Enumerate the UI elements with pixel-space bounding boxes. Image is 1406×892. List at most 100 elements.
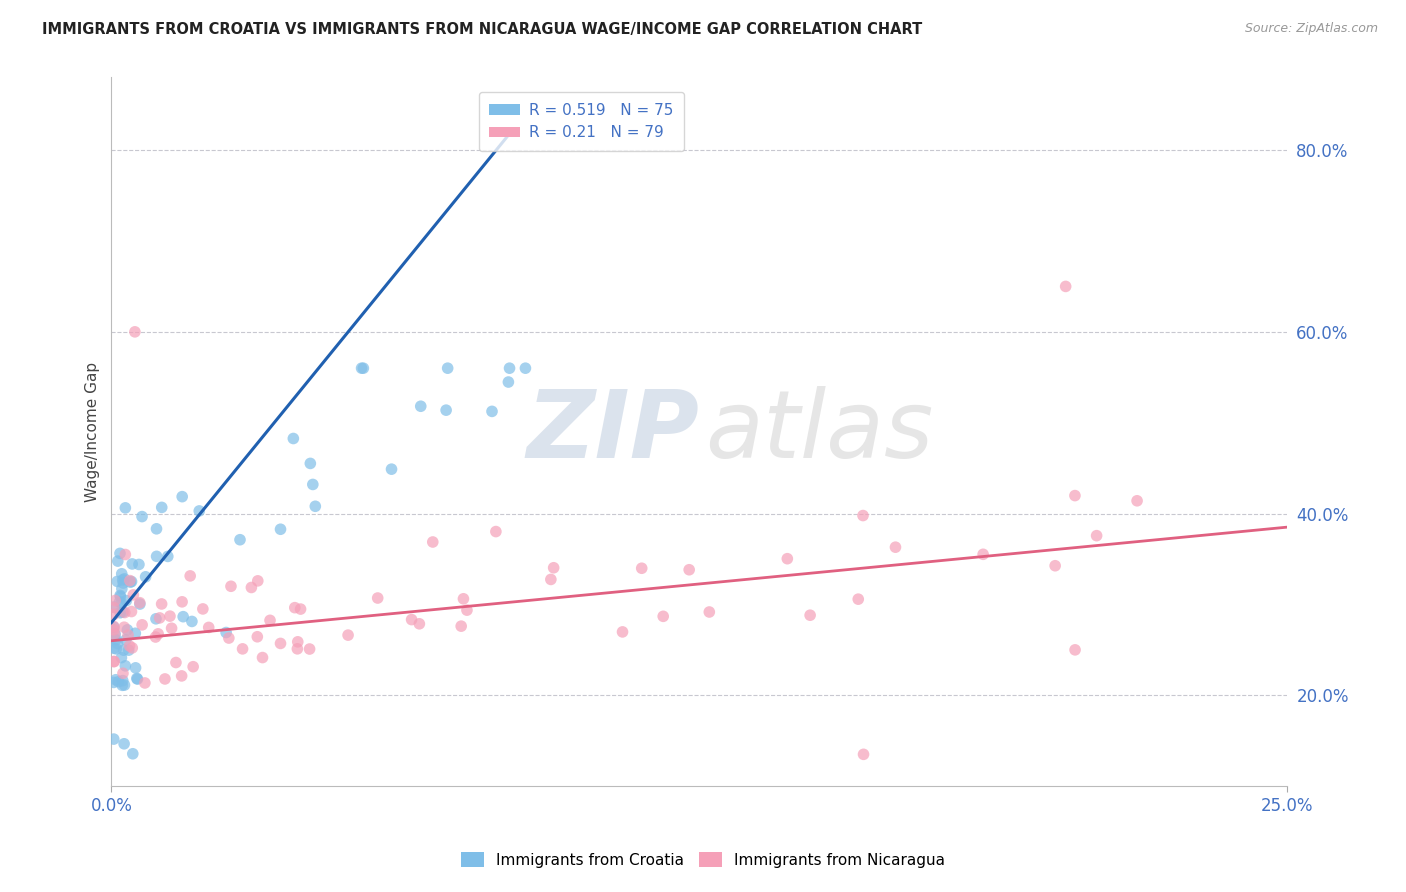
Point [240, 581, 263, 595]
Legend: Immigrants from Croatia, Immigrants from Nicaragua: Immigrants from Croatia, Immigrants from… [454, 846, 952, 873]
Point [103, 620, 125, 634]
Point [118, 643, 141, 657]
Point [215, 625, 238, 640]
Point [149, 611, 172, 625]
Point [121, 747, 143, 761]
Point [1085, 529, 1108, 543]
Point [121, 557, 143, 571]
Point [287, 635, 309, 649]
Point [111, 582, 134, 596]
Point [283, 432, 305, 446]
Point [165, 656, 187, 670]
Point [145, 549, 167, 564]
Point [110, 590, 132, 604]
Point [103, 641, 125, 656]
Point [852, 747, 875, 762]
Point [115, 632, 138, 647]
Point [124, 626, 146, 640]
Point [172, 595, 194, 609]
Text: Source: ZipAtlas.com: Source: ZipAtlas.com [1244, 22, 1378, 36]
Text: atlas: atlas [704, 386, 934, 477]
Point [115, 593, 138, 607]
Point [135, 570, 157, 584]
Point [105, 641, 128, 656]
Point [114, 678, 136, 692]
Point [678, 563, 700, 577]
Point [103, 655, 125, 669]
Point [180, 615, 202, 629]
Point [652, 609, 675, 624]
Point [124, 661, 146, 675]
Point [630, 561, 652, 575]
Point [103, 732, 125, 747]
Point [972, 547, 994, 561]
Point [697, 605, 720, 619]
Point [450, 619, 472, 633]
Point [156, 549, 179, 564]
Point [105, 574, 128, 589]
Point [146, 627, 169, 641]
Point [131, 618, 153, 632]
Point [111, 566, 134, 581]
Point [270, 522, 292, 536]
Point [172, 490, 194, 504]
Point [252, 650, 274, 665]
Point [846, 592, 869, 607]
Point [121, 574, 143, 589]
Point [112, 643, 135, 657]
Point [122, 588, 145, 602]
Point [172, 609, 194, 624]
Point [111, 605, 134, 619]
Point [117, 628, 139, 642]
Point [290, 602, 312, 616]
Point [188, 504, 211, 518]
Point [118, 574, 141, 588]
Point [118, 639, 141, 653]
Point [108, 594, 131, 608]
Point [259, 613, 281, 627]
Point [456, 603, 478, 617]
Point [111, 666, 134, 681]
Point [160, 621, 183, 635]
Point [103, 600, 125, 615]
Point [401, 613, 423, 627]
Point [104, 632, 127, 647]
Point [352, 361, 374, 376]
Text: ZIP: ZIP [526, 386, 699, 478]
Point [540, 573, 562, 587]
Point [120, 575, 142, 590]
Point [111, 678, 134, 692]
Point [191, 602, 214, 616]
Point [299, 457, 322, 471]
Point [108, 589, 131, 603]
Point [453, 591, 475, 606]
Point [104, 673, 127, 687]
Point [114, 500, 136, 515]
Point [159, 609, 181, 624]
Point [170, 669, 193, 683]
Point [103, 655, 125, 669]
Point [179, 569, 201, 583]
Point [145, 630, 167, 644]
Point [337, 628, 360, 642]
Point [481, 404, 503, 418]
Point [128, 597, 150, 611]
Point [111, 573, 134, 587]
Point [114, 572, 136, 586]
Point [1054, 279, 1077, 293]
Point [111, 673, 134, 688]
Point [124, 325, 146, 339]
Point [114, 658, 136, 673]
Point [103, 675, 125, 690]
Point [367, 591, 389, 605]
Point [117, 623, 139, 637]
Point [498, 375, 520, 389]
Point [285, 641, 308, 656]
Point [114, 606, 136, 620]
Point [543, 561, 565, 575]
Point [108, 546, 131, 560]
Point [1043, 558, 1066, 573]
Point [409, 399, 432, 413]
Point [612, 624, 634, 639]
Point [408, 616, 430, 631]
